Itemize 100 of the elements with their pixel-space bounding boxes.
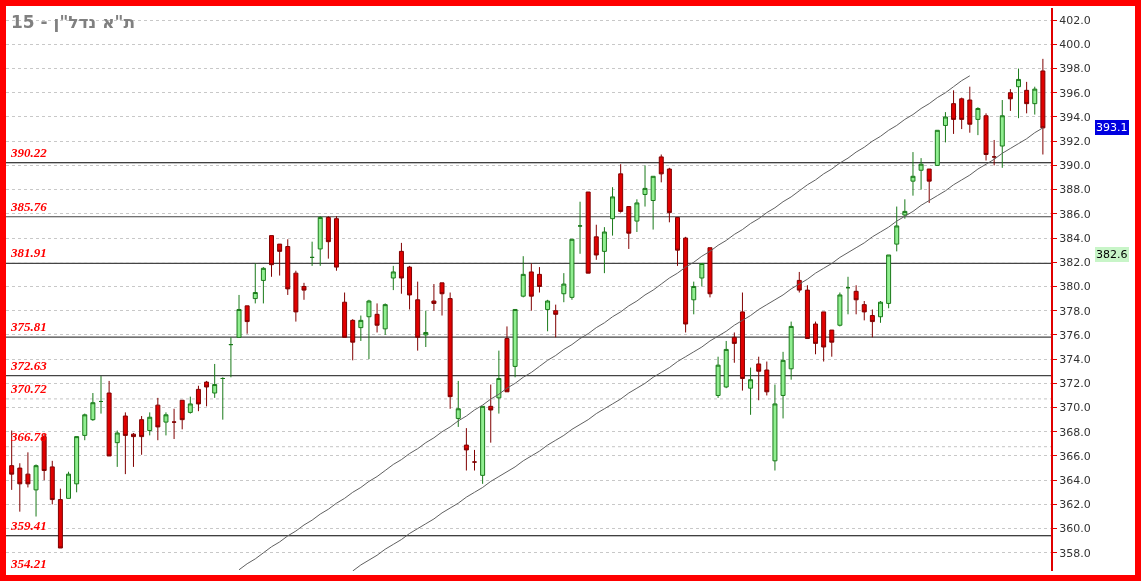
candlestick [220,376,226,421]
candlestick [415,281,421,352]
y-tick-label: 360.0 [1059,522,1091,536]
y-tick-label: 386.0 [1059,207,1091,221]
y-tick-label: 380.0 [1059,280,1091,294]
candlestick [561,272,567,303]
candlestick [139,415,145,456]
candlestick [1040,58,1046,155]
candlestick [886,254,892,309]
candlestick [228,336,234,378]
candlestick [122,411,128,475]
candlestick [618,163,624,214]
candlestick [1024,81,1030,114]
candlestick [382,302,388,336]
ref-line-label: 375.81 [10,319,47,334]
candlestick [1007,88,1013,112]
y-tick-label: 368.0 [1059,425,1091,439]
candlestick [252,262,258,304]
candlestick [878,300,883,324]
y-tick-label: 384.0 [1059,231,1091,245]
y-tick-label: 398.0 [1059,62,1091,76]
candlestick [114,430,120,468]
candlestick [187,396,193,415]
candlestick [553,304,559,338]
candlestick [934,129,940,166]
candlestick [991,139,997,166]
y-tick-label: 394.0 [1059,110,1091,124]
candlestick [155,397,161,441]
y-tick-label: 392.0 [1059,135,1091,149]
y-tick-label: 390.0 [1059,159,1091,173]
candlestick [788,321,794,381]
candlestick [731,331,737,364]
candlestick [90,392,96,422]
candlestick [894,206,900,252]
annotation: 354.21 [10,556,47,571]
candlestick [74,436,80,493]
y-tick-label: 370.0 [1059,401,1091,415]
candlestick [536,266,542,294]
candlestick [309,241,315,267]
candlestick [236,294,242,338]
candlestick [512,308,518,378]
candlestick [748,367,754,416]
candlestick [585,191,591,274]
candlestick [739,292,745,392]
candlestick [528,262,534,312]
text: 393.1 [1096,121,1128,134]
candlestick [610,186,616,237]
y-tick-label: 376.0 [1059,328,1091,342]
candlestick [780,351,786,419]
candlestick [926,168,932,204]
candlestick [358,315,364,342]
candlestick [626,206,632,250]
candlestick [33,463,39,518]
ref-line-label: 370.72 [10,381,48,396]
y-tick-label: 402.0 [1059,13,1091,27]
candlestick [772,384,778,472]
candlestick [569,238,575,301]
candlestick [999,99,1005,169]
candlestick [439,282,445,317]
candlestick [715,356,721,399]
candlestick [804,284,810,340]
ref-line-label: 372.63 [10,358,48,373]
candlestick [325,215,331,260]
candlestick [293,270,299,323]
y-tick-label: 358.0 [1059,546,1091,560]
candlestick [455,380,461,428]
candlestick [488,384,494,444]
candlestick [707,247,713,298]
candlestick [350,318,356,361]
candlestick [179,399,185,430]
candlestick [756,356,762,401]
candlestick [1032,86,1038,116]
y-tick-label: 396.0 [1059,86,1091,100]
candlestick [496,350,502,415]
candlestick [25,451,31,488]
candlestick [317,215,323,267]
candlestick [1016,68,1022,119]
candlestick [837,292,843,327]
candlestick [593,224,599,261]
candlestick [147,411,153,436]
y-tick-label: 388.0 [1059,183,1091,197]
candlestick [813,321,819,355]
candlestick [130,433,136,468]
candlestick [869,308,875,338]
candlestick [269,235,274,278]
candlestick [723,340,729,389]
candlestick [829,329,835,358]
y-tick-label: 400.0 [1059,38,1091,52]
candlestick [49,460,55,505]
candlestick [82,413,88,441]
candlestick [260,266,266,304]
candlestick [17,462,23,513]
text: 382.6 [1096,248,1128,261]
y-tick-label: 382.0 [1059,256,1091,270]
candlestick [204,380,210,407]
line-series [352,127,1044,571]
candlestick [634,198,640,233]
candlestick [520,255,526,298]
candlestick [171,408,177,440]
y-tick-label: 372.0 [1059,377,1091,391]
